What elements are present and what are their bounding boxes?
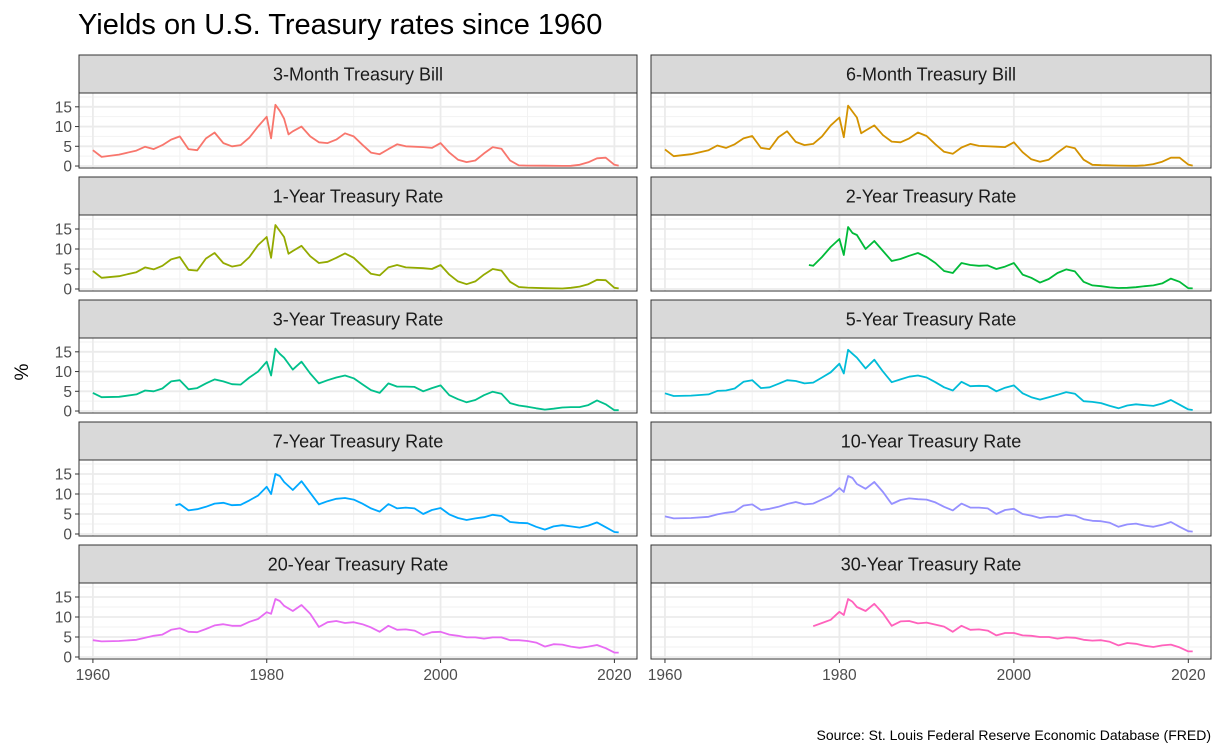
x-tick-label: 1980	[822, 667, 857, 684]
facet-strip	[78, 299, 638, 339]
panel-background	[651, 338, 1211, 413]
x-tick-label: 2000	[997, 667, 1032, 684]
series-line	[808, 226, 1193, 290]
facet-strip	[650, 299, 1212, 339]
panel-background	[79, 583, 637, 659]
x-tick-label: 2020	[1171, 667, 1206, 684]
panel-background	[79, 215, 637, 291]
facet-panel: 2-Year Treasury Rate	[650, 176, 1212, 292]
panel-background	[651, 215, 1211, 291]
x-tick-label: 1960	[648, 667, 683, 684]
y-tick-label: 10	[55, 364, 73, 381]
panel-border	[78, 337, 638, 414]
y-tick-label: 10	[55, 487, 73, 504]
series-line	[175, 473, 619, 534]
y-tick-label: 15	[55, 222, 72, 239]
facet-panel: 6-Month Treasury Bill	[650, 54, 1212, 169]
series-line	[92, 224, 619, 290]
facet-panel: 5-Year Treasury Rate	[650, 299, 1212, 414]
facet-strip	[78, 54, 638, 94]
facet-strip	[650, 544, 1212, 584]
facet-panel: 3-Month Treasury Bill 0 5 10 15	[55, 54, 638, 176]
facet-strip-label: 7-Year Treasury Rate	[273, 432, 443, 452]
facet-strip-label: 30-Year Treasury Rate	[841, 555, 1021, 575]
panel-gridlines	[651, 338, 1211, 413]
facet-strip	[650, 421, 1212, 461]
panel-border	[78, 459, 638, 537]
panel-border	[78, 92, 638, 169]
facet-panels: 3-Month Treasury Bill 0 5 10 15 6-Month Treas…	[55, 54, 1212, 684]
facet-strip	[650, 54, 1212, 94]
y-tick-label: 0	[63, 527, 72, 544]
facet-panel: 3-Year Treasury Rate 0 5 10 15	[55, 299, 638, 421]
x-tick-label: 1980	[249, 667, 284, 684]
series-line	[92, 347, 619, 412]
panel-gridlines	[79, 460, 637, 536]
panel-gridlines	[651, 460, 1211, 536]
facet-strip	[78, 544, 638, 584]
facet-strip-label: 1-Year Treasury Rate	[273, 187, 443, 207]
x-tick-label: 2020	[597, 667, 632, 684]
series-line	[812, 598, 1193, 653]
panel-background	[79, 93, 637, 168]
facet-panel: 10-Year Treasury Rate	[650, 421, 1212, 537]
facet-panel: 30-Year Treasury Rate 1960 1980 2000 2020	[648, 544, 1212, 684]
facet-strip	[78, 176, 638, 216]
facet-panel: 20-Year Treasury Rate 0 5 10 15 1960 1980 2000 2…	[55, 544, 638, 684]
y-tick-label: 5	[63, 507, 72, 524]
y-tick-label: 15	[55, 99, 72, 116]
facet-strip	[650, 176, 1212, 216]
chart-title: Yields on U.S. Treasury rates since 1960	[78, 9, 602, 41]
panel-background	[651, 93, 1211, 168]
panel-gridlines	[651, 583, 1211, 659]
panel-border	[650, 337, 1212, 414]
series-line	[664, 348, 1193, 411]
y-tick-label: 10	[55, 610, 73, 627]
panel-border	[650, 459, 1212, 537]
y-tick-label: 0	[63, 404, 72, 421]
panel-border	[650, 92, 1212, 169]
y-tick-label: 10	[55, 119, 73, 136]
panel-background	[79, 338, 637, 413]
facet-panel: 1-Year Treasury Rate 0 5 10 15	[55, 176, 638, 299]
y-tick-label: 10	[55, 242, 73, 259]
facet-panel: 7-Year Treasury Rate 0 5 10 15	[55, 421, 638, 544]
panel-gridlines	[651, 215, 1211, 291]
panel-border	[650, 214, 1212, 292]
series-line	[92, 103, 619, 167]
panel-border	[78, 214, 638, 292]
panel-border	[650, 582, 1212, 660]
series-line	[664, 104, 1193, 167]
y-tick-label: 5	[63, 630, 72, 647]
chart-caption: Source: St. Louis Federal Reserve Econom…	[817, 727, 1212, 743]
y-tick-label: 15	[55, 344, 72, 361]
facet-strip-label: 10-Year Treasury Rate	[841, 432, 1021, 452]
panel-border	[78, 582, 638, 660]
x-tick-label: 2000	[423, 667, 458, 684]
facet-strip-label: 2-Year Treasury Rate	[846, 187, 1016, 207]
y-tick-label: 0	[63, 282, 72, 299]
panel-background	[79, 460, 637, 536]
y-tick-label: 15	[55, 590, 72, 607]
y-tick-label: 0	[63, 159, 72, 176]
y-tick-label: 5	[63, 384, 72, 401]
y-tick-label: 0	[63, 650, 72, 667]
series-line	[664, 475, 1193, 533]
series-line	[92, 598, 619, 654]
facet-strip-label: 3-Month Treasury Bill	[273, 65, 443, 85]
facet-strip-label: 3-Year Treasury Rate	[273, 310, 443, 330]
facet-strip-label: 20-Year Treasury Rate	[268, 555, 448, 575]
y-tick-label: 5	[63, 262, 72, 279]
x-tick-label: 1960	[76, 667, 111, 684]
y-axis-title: %	[12, 363, 33, 380]
y-tick-label: 15	[55, 467, 72, 484]
panel-gridlines	[79, 93, 637, 168]
y-tick-label: 5	[63, 139, 72, 156]
facet-strip-label: 5-Year Treasury Rate	[846, 310, 1016, 330]
facet-strip-label: 6-Month Treasury Bill	[846, 65, 1016, 85]
panel-background	[651, 583, 1211, 659]
panel-background	[651, 460, 1211, 536]
